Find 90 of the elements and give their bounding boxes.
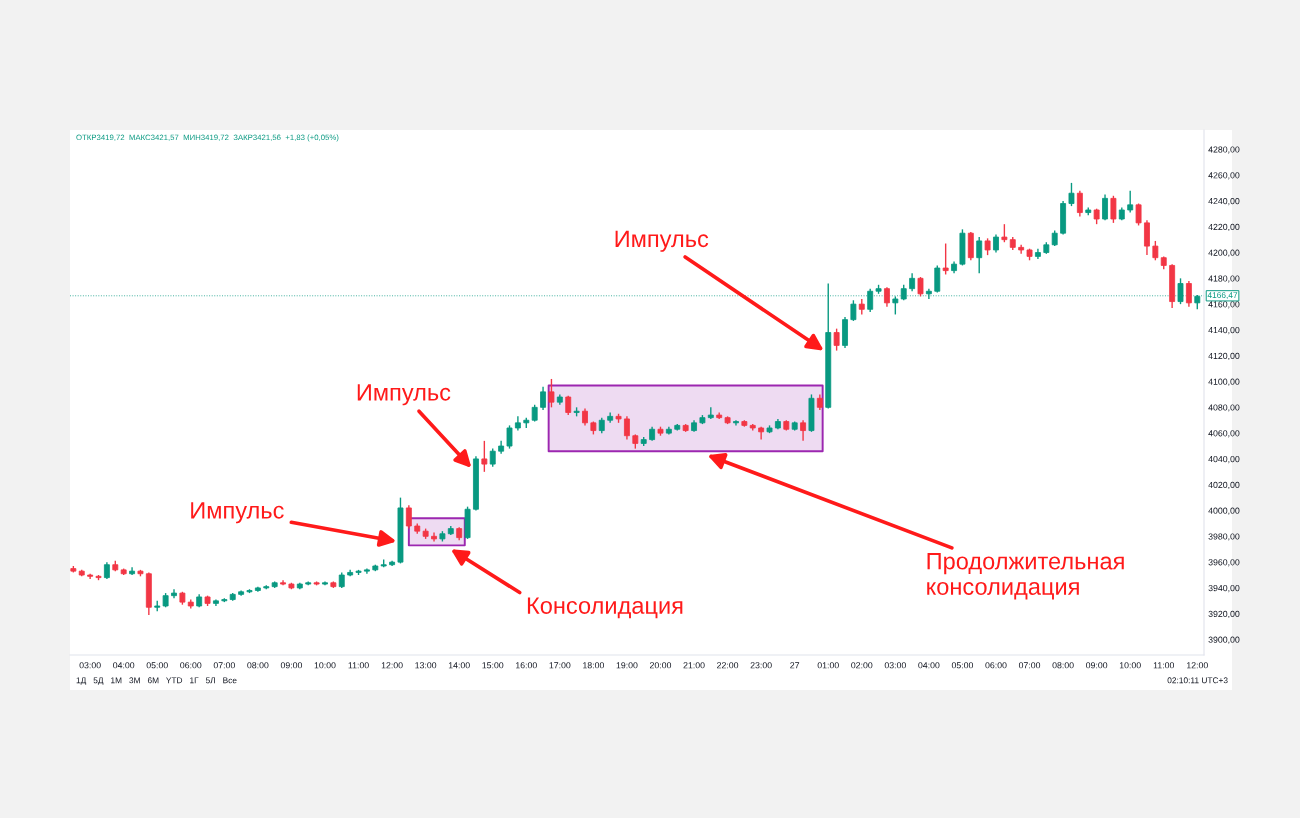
x-tick-label: 22:00: [717, 662, 739, 669]
y-tick-label: 4120,00: [1208, 352, 1240, 361]
y-tick-label: 3920,00: [1208, 610, 1240, 619]
x-tick-label: 08:00: [1052, 662, 1074, 669]
y-tick-label: 4140,00: [1208, 327, 1240, 335]
x-tick-label: 04:00: [113, 662, 135, 669]
candlestick: [129, 566, 135, 576]
y-tick-label: 4160,00: [1208, 301, 1240, 309]
y-tick-label: 4260,00: [1208, 172, 1240, 180]
x-tick-label: 18:00: [583, 662, 604, 669]
x-tick-label: 08:00: [247, 662, 269, 669]
candlestick: [942, 242, 949, 276]
candlestick: [624, 415, 630, 441]
candlestick: [850, 299, 857, 322]
candlestick: [540, 386, 546, 411]
annotation: Импульс: [191, 502, 284, 524]
annotation: Консолидация: [527, 597, 683, 619]
x-tick-label: 13:00: [415, 662, 437, 669]
x-tick-label: 21:00: [683, 662, 705, 669]
candlestick: [707, 406, 714, 420]
y-tick-label: 4040,00: [1208, 455, 1240, 464]
y-tick-label: 4280,00: [1208, 146, 1240, 154]
y-tick-label: 4240,00: [1208, 198, 1240, 206]
x-tick-label: 01:00: [817, 662, 839, 669]
y-tick-label: 4100,00: [1208, 378, 1240, 386]
candlestick: [833, 327, 840, 352]
candlestick: [1144, 219, 1150, 256]
x-tick-label: 07:00: [1018, 662, 1041, 669]
candlestick: [993, 233, 999, 254]
candlestick: [1127, 189, 1134, 214]
candlestick: [405, 504, 412, 530]
y-tick-label: 4020,00: [1208, 481, 1240, 490]
x-tick-label: 20:00: [649, 662, 672, 669]
candlestick: [917, 276, 924, 298]
x-tick-label: 02:00: [851, 662, 873, 669]
candlestick: [1076, 189, 1083, 218]
text: 02:10:11 UTC+3: [1167, 677, 1228, 684]
candlestick: [1185, 280, 1192, 308]
x-tick-label: 03:00: [79, 662, 101, 669]
candlestick: [548, 378, 555, 409]
x-tick-label: 04:00: [918, 662, 940, 669]
y-tick-label: 3960,00: [1208, 559, 1240, 567]
candlestick: [1152, 240, 1159, 261]
y-tick-label: 4000,00: [1208, 507, 1240, 515]
x-tick-label: 11:00: [348, 662, 369, 669]
y-tick-label: 4180,00: [1208, 275, 1240, 283]
x-tick-label: 06:00: [985, 662, 1007, 669]
x-tick-label: 05:00: [951, 662, 974, 669]
x-tick-label: 06:00: [180, 662, 202, 669]
x-tick-label: 27: [790, 662, 800, 669]
x-tick-label: 10:00: [1119, 662, 1141, 669]
candlestick: [934, 264, 941, 294]
y-tick-label: 4080,00: [1208, 404, 1240, 412]
y-tick-label: 4200,00: [1208, 249, 1240, 257]
candlestick: [909, 272, 916, 292]
annotation: Импульс: [615, 230, 709, 252]
candlestick: [1102, 193, 1108, 221]
x-tick-label: 09:00: [280, 662, 303, 669]
x-tick-label: 19:00: [616, 662, 638, 669]
ref-line-label: 4166,47: [1207, 292, 1238, 300]
x-tick-label: 17:00: [549, 662, 571, 669]
candlestick: [506, 424, 513, 450]
candlestick: [800, 419, 807, 442]
x-tick-label: 11:00: [1153, 662, 1175, 669]
x-tick-label: 15:00: [482, 662, 504, 669]
y-tick-label: 4060,00: [1208, 430, 1240, 438]
y-tick-label: 3900,00: [1208, 636, 1240, 644]
x-tick-label: 07:00: [213, 662, 235, 669]
candlestick: [481, 440, 488, 473]
x-tick-label: 14:00: [448, 662, 470, 669]
x-tick-label: 12:00: [381, 662, 403, 669]
x-tick-label: 12:00: [1187, 662, 1208, 669]
candlestick: [1068, 182, 1075, 207]
x-tick-label: 16:00: [516, 662, 537, 669]
x-tick-label: 05:00: [146, 662, 168, 669]
candlestick: [976, 236, 983, 274]
annotation: Импульс: [357, 384, 451, 406]
x-tick-label: 09:00: [1086, 662, 1108, 669]
candlestick: [1001, 223, 1008, 243]
annotation: Продолжительная консолидация: [927, 553, 1124, 600]
x-tick-label: 10:00: [314, 662, 336, 669]
candlestick: [884, 286, 890, 308]
y-tick-label: 3980,00: [1208, 533, 1240, 541]
text: 1Д 5Д 1М 3М 6М YTD 1Г 5Л Все: [76, 677, 237, 685]
x-tick-label: 03:00: [884, 662, 906, 669]
x-tick-label: 23:00: [750, 662, 772, 669]
y-tick-label: 3940,00: [1208, 584, 1240, 593]
candlestick: [1110, 195, 1117, 224]
candlestick: [489, 447, 496, 468]
y-tick-label: 4220,00: [1208, 223, 1240, 232]
